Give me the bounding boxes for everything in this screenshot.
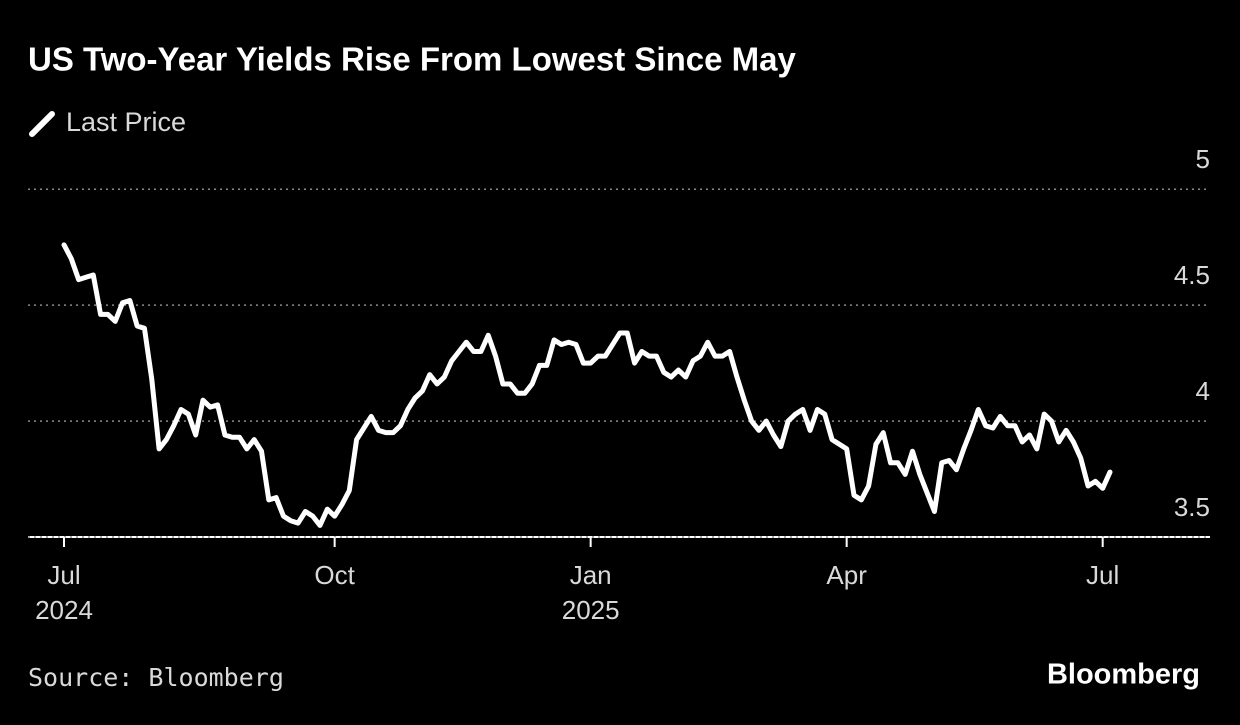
x-tick-label: Apr bbox=[826, 560, 867, 590]
brand-logo: Bloomberg bbox=[1047, 659, 1200, 691]
legend-swatch bbox=[29, 111, 55, 137]
line-series bbox=[61, 242, 1113, 528]
x-tick-label: Oct bbox=[314, 560, 355, 590]
y-tick-label: 4 bbox=[1196, 376, 1210, 406]
y-tick-label: 4.5 bbox=[1174, 260, 1210, 290]
y-tick-label: 5 bbox=[1196, 144, 1210, 174]
x-tick-label: Jul 2024 bbox=[35, 560, 93, 625]
source-note: Source: Bloomberg bbox=[28, 663, 284, 692]
y-tick-label: 3.5 bbox=[1174, 492, 1210, 522]
chart-title: US Two-Year Yields Rise From Lowest Sinc… bbox=[28, 41, 796, 78]
x-tick-label: Jul bbox=[1086, 560, 1119, 590]
x-tick-label: Jan 2025 bbox=[562, 560, 620, 625]
legend-label: Last Price bbox=[66, 107, 186, 137]
